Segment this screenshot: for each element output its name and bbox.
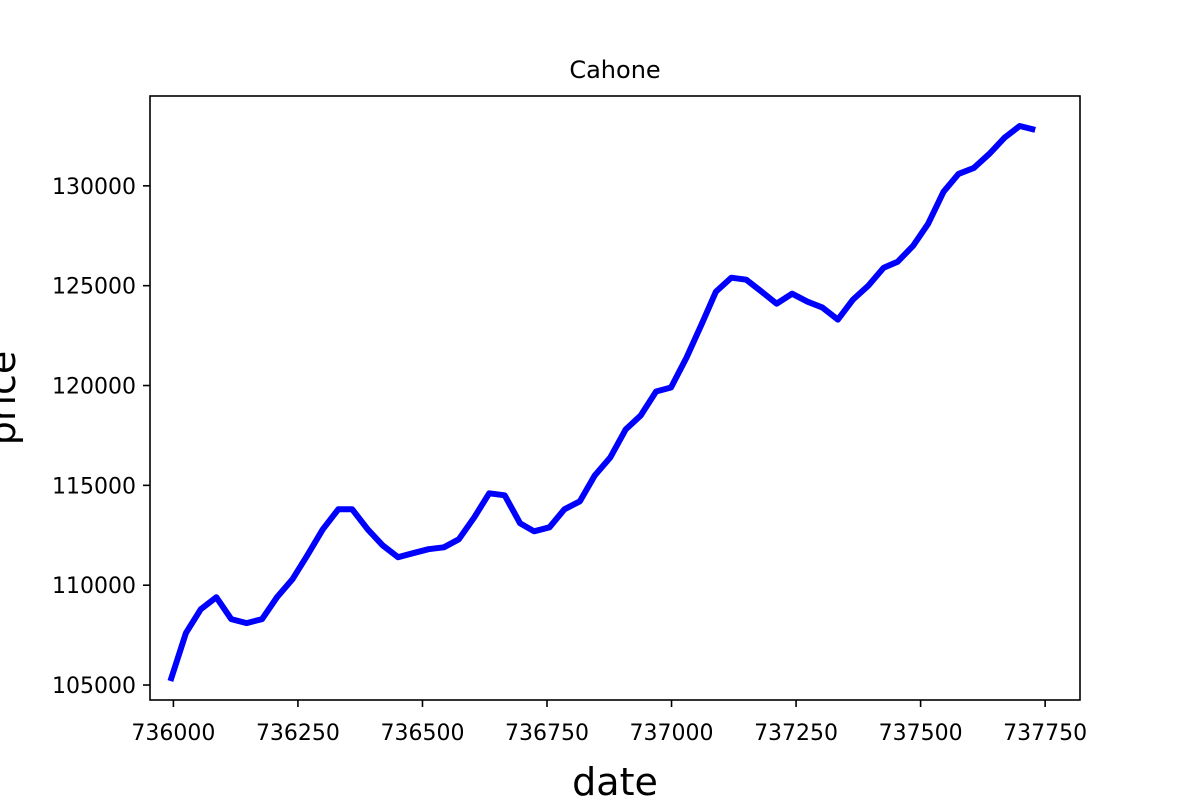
series-layer xyxy=(167,123,1036,682)
y-tick-label: 125000 xyxy=(52,275,136,300)
y-tick-label: 120000 xyxy=(52,375,136,400)
y-tick-label: 130000 xyxy=(52,175,136,200)
x-tick-label: 736500 xyxy=(380,721,464,746)
x-tick-label: 737750 xyxy=(1003,721,1087,746)
x-axis-ticks: 736000 736250 736500 736750 737000 737250 7375… xyxy=(131,700,1087,746)
y-tick-label: 110000 xyxy=(52,574,136,599)
y-tick-label: 115000 xyxy=(52,474,136,499)
axes-frame xyxy=(149,95,1081,701)
price-series-line xyxy=(167,123,1036,682)
x-tick-label: 737000 xyxy=(630,721,714,746)
y-axis-ticks: 105000 110000 115000 120000 125000 130000 xyxy=(52,175,150,699)
y-axis-label: price xyxy=(0,351,24,446)
x-tick-label: 736000 xyxy=(131,721,215,746)
x-tick-label: 736750 xyxy=(505,721,589,746)
x-tick-label: 737500 xyxy=(879,721,963,746)
y-tick-label: 105000 xyxy=(52,674,136,699)
x-axis-label: date xyxy=(572,760,658,800)
chart-title: Cahone xyxy=(569,56,660,84)
x-tick-label: 736250 xyxy=(256,721,340,746)
x-tick-label: 737250 xyxy=(754,721,838,746)
